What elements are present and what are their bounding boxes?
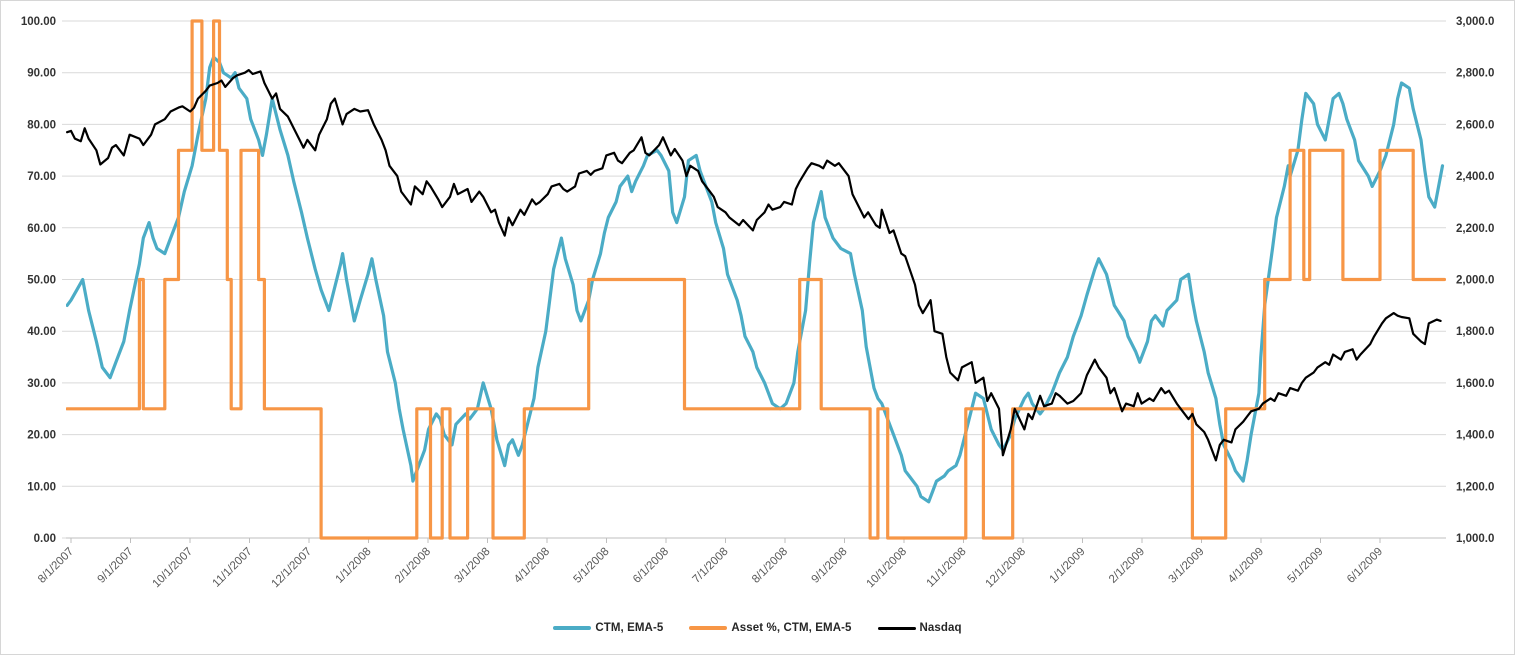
right-axis-tick-label: 2,200.0 <box>1456 223 1494 235</box>
left-axis-tick-label: 20.00 <box>27 430 56 442</box>
right-axis-tick-label: 2,400.0 <box>1456 171 1494 183</box>
right-axis-tick-label: 1,200.0 <box>1456 481 1494 493</box>
x-axis-tick-label: 10/1/2007 <box>150 546 195 591</box>
chart-legend: CTM, EMA-5 Asset %, CTM, EMA-5 Nasdaq <box>1 622 1514 634</box>
x-axis-tick-label: 9/1/2008 <box>809 546 849 586</box>
x-axis-tick-label: 10/1/2008 <box>864 546 909 591</box>
x-axis-tick-label: 6/1/2009 <box>1345 546 1385 586</box>
x-axis-tick-label: 2/1/2009 <box>1107 546 1147 586</box>
right-axis-tick-label: 1,800.0 <box>1456 326 1494 338</box>
right-axis-tick-label: 2,000.0 <box>1456 275 1494 287</box>
legend-marker-ctm-ema5-line-icon <box>553 626 592 630</box>
right-axis-tick-label: 1,400.0 <box>1456 430 1494 442</box>
legend-label-ctm-ema5: CTM, EMA-5 <box>595 622 664 634</box>
legend-label-nasdaq: Nasdaq <box>919 622 962 634</box>
x-axis-tick-label: 4/1/2008 <box>512 546 552 586</box>
legend-item-ctm-ema5[interactable]: CTM, EMA-5 <box>553 622 663 634</box>
x-axis-tick-label: 1/1/2009 <box>1047 546 1087 586</box>
legend-item-asset-pct[interactable]: Asset %, CTM, EMA-5 <box>689 622 851 634</box>
x-axis-tick-label: 11/1/2008 <box>925 546 969 590</box>
left-axis-tick-label: 40.00 <box>27 326 56 338</box>
x-axis-tick-label: 1/1/2008 <box>333 546 373 586</box>
x-axis-tick-label: 3/1/2008 <box>452 546 492 586</box>
series-line-asset-ctm-ema-5[interactable] <box>66 19 1446 540</box>
left-axis-tick-label: 50.00 <box>27 275 56 287</box>
legend-item-nasdaq[interactable]: Nasdaq <box>877 622 962 634</box>
right-axis-tick-label: 2,600.0 <box>1456 119 1494 131</box>
left-axis-tick-label: 10.00 <box>27 481 56 493</box>
right-axis-tick-label: 1,600.0 <box>1456 378 1494 390</box>
x-axis-tick-label: 8/1/2008 <box>750 546 790 586</box>
legend-marker-asset-pct-line-icon <box>689 626 728 630</box>
x-axis-tick-label: 6/1/2008 <box>631 546 671 586</box>
x-axis-tick-label: 12/1/2007 <box>269 546 314 591</box>
x-axis-tick-label: 2/1/2008 <box>393 546 433 586</box>
left-axis-tick-label: 60.00 <box>27 223 56 235</box>
x-axis-tick-label: 11/1/2007 <box>211 546 255 590</box>
right-axis-tick-label: 2,800.0 <box>1456 68 1494 80</box>
right-axis-tick-label: 1,000.0 <box>1456 533 1494 545</box>
right-axis-tick-label: 3,000.0 <box>1456 16 1494 28</box>
legend-label-asset-pct: Asset %, CTM, EMA-5 <box>731 622 852 634</box>
left-axis-tick-label: 70.00 <box>27 171 56 183</box>
x-axis-tick-label: 5/1/2008 <box>571 546 611 586</box>
left-axis-tick-label: 80.00 <box>27 119 56 131</box>
x-axis-tick-label: 9/1/2007 <box>95 546 135 586</box>
legend-marker-nasdaq-line-icon <box>877 626 916 630</box>
x-axis-tick-label: 4/1/2009 <box>1226 546 1266 586</box>
x-axis-tick-label: 5/1/2009 <box>1285 546 1325 586</box>
x-axis-tick-label: 3/1/2009 <box>1166 546 1206 586</box>
x-axis-tick-label: 7/1/2008 <box>690 546 730 586</box>
x-axis-tick-label: 8/1/2007 <box>36 546 76 586</box>
series-line-nasdaq[interactable] <box>66 69 1442 462</box>
x-axis-tick-label: 12/1/2008 <box>983 546 1028 591</box>
left-axis-tick-label: 30.00 <box>27 378 56 390</box>
left-axis-tick-label: 90.00 <box>27 68 56 80</box>
left-axis-tick-label: 0.00 <box>34 533 56 545</box>
left-axis-tick-label: 100.00 <box>21 16 56 28</box>
